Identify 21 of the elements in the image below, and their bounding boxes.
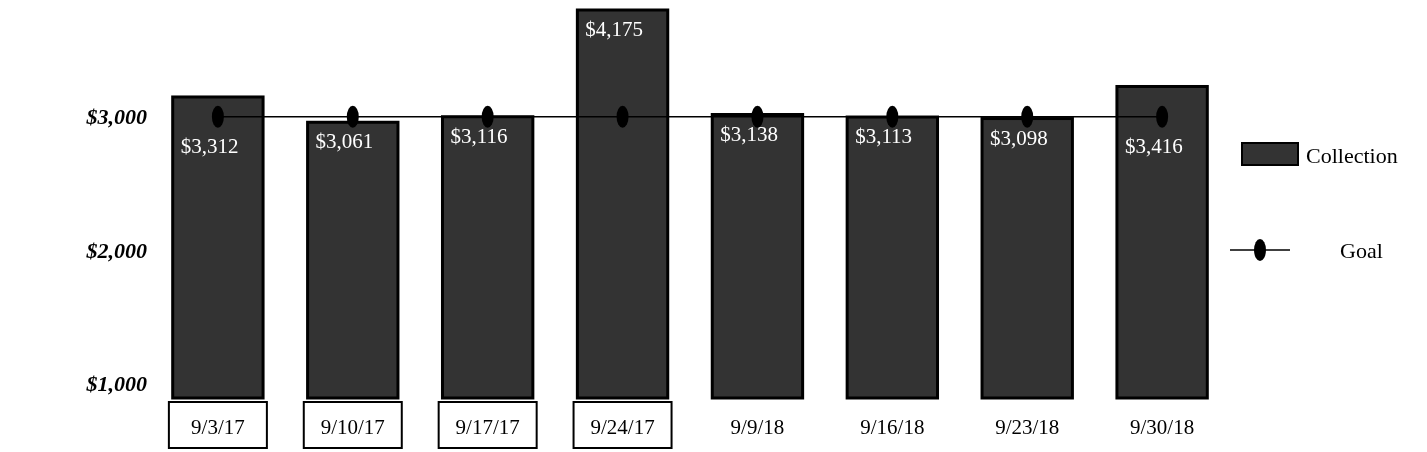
x-tick-label: 9/23/18 bbox=[995, 415, 1060, 439]
data-label: $3,416 bbox=[1124, 133, 1183, 158]
data-label: $3,098 bbox=[990, 125, 1048, 150]
legend-label: Collection bbox=[1306, 143, 1398, 168]
x-tick-label: 9/24/17 bbox=[590, 415, 655, 439]
y-tick-label: $2,000 bbox=[85, 237, 147, 263]
x-tick-label: 9/30/18 bbox=[1130, 415, 1195, 439]
x-tick-label: 9/17/17 bbox=[455, 415, 520, 439]
data-label: $3,061 bbox=[315, 129, 374, 154]
data-label: $3,312 bbox=[180, 133, 239, 158]
data-label: $4,175 bbox=[585, 17, 644, 41]
x-tick-label: 9/3/17 bbox=[191, 415, 245, 439]
x-tick-label: 9/16/18 bbox=[860, 415, 925, 439]
y-tick-label: $1,000 bbox=[85, 370, 147, 396]
x-tick-label: 9/9/18 bbox=[730, 415, 785, 439]
data-label: $3,138 bbox=[720, 121, 779, 146]
data-label: $3,116 bbox=[450, 123, 508, 148]
legend-label: Goal bbox=[1340, 238, 1383, 263]
y-tick-label: $3,000 bbox=[85, 104, 147, 130]
x-tick-label: 9/10/17 bbox=[320, 415, 385, 439]
data-label: $3,113 bbox=[855, 124, 913, 149]
